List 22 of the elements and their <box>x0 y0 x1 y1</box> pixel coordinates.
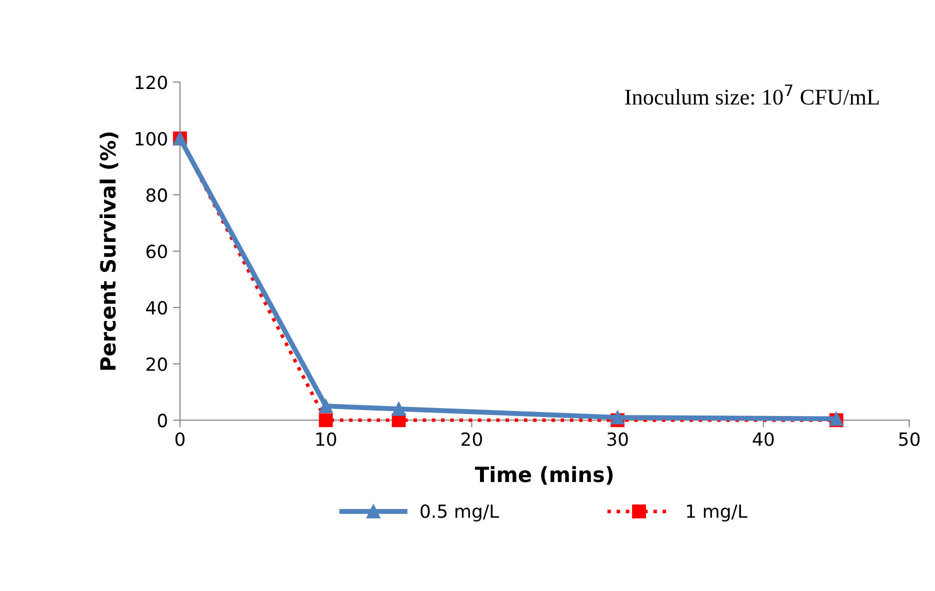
y-tick-label: 80 <box>146 188 167 202</box>
y-axis-title: Percent Survival (%) <box>100 132 118 370</box>
y-tick-label: 40 <box>146 300 167 315</box>
x-tick-label: 40 <box>752 432 774 446</box>
legend-label: 0.5 mg/L <box>420 504 499 522</box>
legend-label: 1 mg/L <box>687 504 748 522</box>
point <box>318 413 333 428</box>
y-tick-label: 0 <box>158 414 167 428</box>
y-tick-label: 20 <box>146 357 167 371</box>
x-tick-label: 10 <box>316 432 336 446</box>
y-tick-label: 120 <box>136 76 167 90</box>
y-tick-label: 100 <box>136 132 167 146</box>
x-tick-label: 20 <box>462 432 482 446</box>
x-axis-title: Time (mins) <box>474 466 613 485</box>
x-tick-label: 50 <box>899 432 920 446</box>
annotation: Inoculum size: 10$^{7}$ CFU/mL <box>625 84 879 105</box>
x-tick-label: 0 <box>175 432 185 446</box>
x-tick-label: 30 <box>607 432 628 446</box>
point <box>392 402 406 416</box>
point <box>610 410 625 424</box>
point <box>318 399 333 414</box>
y-tick-label: 60 <box>146 244 167 258</box>
